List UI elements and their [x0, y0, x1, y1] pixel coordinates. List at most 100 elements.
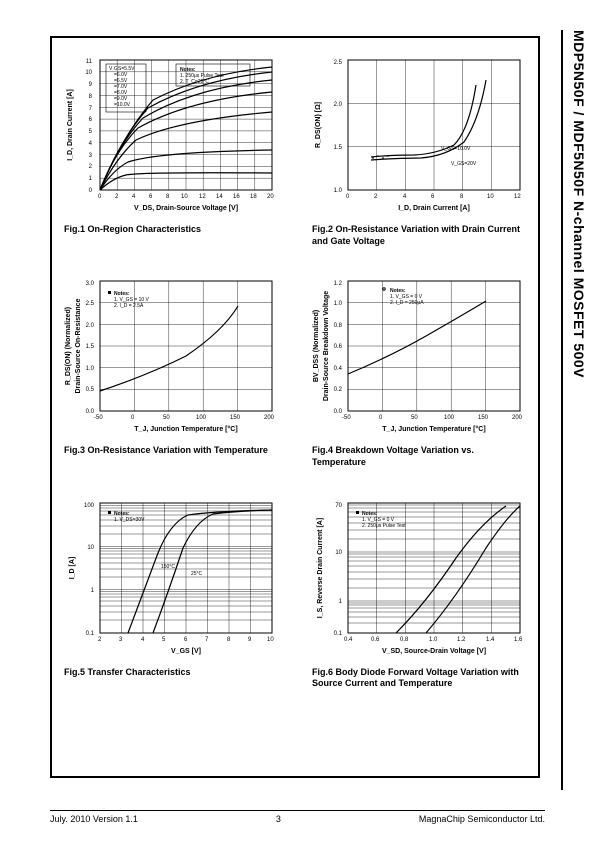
fig2-svg: V_GS=10.0V V_GS=20V 024681012 1.01.52.02… — [306, 50, 532, 220]
fig5-caption: Fig.5 Transfer Characteristics — [58, 667, 284, 679]
svg-text:5: 5 — [89, 129, 93, 135]
svg-text:12: 12 — [199, 194, 206, 200]
fig4-chart: Notes: 1. V_GS = 0 V 2. I_D = 250μA -500… — [306, 271, 532, 441]
svg-text:0.6: 0.6 — [371, 637, 380, 643]
svg-text:4: 4 — [141, 637, 145, 643]
svg-text:0.0: 0.0 — [334, 409, 343, 415]
svg-text:BV_DSS (Normalized): BV_DSS (Normalized) — [313, 310, 320, 382]
svg-text:V_GS=20V: V_GS=20V — [451, 161, 477, 167]
fig3-caption: Fig.3 On-Resistance Variation with Tempe… — [58, 445, 284, 457]
svg-text:0.5: 0.5 — [86, 387, 95, 393]
fig2-wrap: V_GS=10.0V V_GS=20V 024681012 1.01.52.02… — [306, 50, 532, 247]
svg-text:V_SD, Source-Drain Voltage [V]: V_SD, Source-Drain Voltage [V] — [382, 648, 486, 655]
svg-text:R_DS(ON) [Ω]: R_DS(ON) [Ω] — [315, 102, 322, 148]
fig1-svg: VGS=5.5V =6.0V =6.5V =7.0V =8.0V =9.0V =… — [58, 50, 284, 220]
fig1-wrap: VGS=5.5V =6.0V =6.5V =7.0V =8.0V =9.0V =… — [58, 50, 284, 247]
svg-text:8: 8 — [166, 194, 170, 200]
svg-text:150: 150 — [478, 415, 489, 421]
svg-text:1.2: 1.2 — [457, 637, 466, 643]
svg-text:3: 3 — [89, 153, 93, 159]
svg-text:2: 2 — [374, 194, 378, 200]
svg-text:2. I_D = 2.5A: 2. I_D = 2.5A — [114, 303, 144, 309]
svg-text:25°C: 25°C — [191, 571, 203, 577]
svg-text:4: 4 — [132, 194, 136, 200]
fig3-svg: Notes: 1. V_GS = 10 V 2. I_D = 2.5A -500… — [58, 271, 284, 441]
fig2-caption: Fig.2 On-Resistance Variation with Drain… — [306, 224, 532, 247]
svg-text:V_DS, Drain-Source Voltage [V]: V_DS, Drain-Source Voltage [V] — [134, 205, 238, 212]
fig4-caption: Fig.4 Breakdown Voltage Variation vs. Te… — [306, 445, 532, 468]
fig3-chart: Notes: 1. V_GS = 10 V 2. I_D = 2.5A -500… — [58, 271, 284, 441]
fig6-svg: Notes: 1. V_GS = 0 V 2. 250μs Pulse Test… — [306, 493, 532, 663]
svg-text:6: 6 — [431, 194, 435, 200]
fig5-svg: 150°C 25°C Notes: 1. V_DS=30V 2345678910… — [58, 493, 284, 663]
svg-text:R_DS(ON) (Normalized): R_DS(ON) (Normalized) — [65, 307, 72, 385]
fig6-caption: Fig.6 Body Diode Forward Voltage Variati… — [306, 667, 532, 690]
svg-text:0.8: 0.8 — [400, 637, 409, 643]
svg-text:I_D [A]: I_D [A] — [69, 556, 76, 579]
svg-text:9: 9 — [248, 637, 252, 643]
svg-text:1: 1 — [91, 588, 95, 594]
svg-text:10: 10 — [487, 194, 494, 200]
svg-text:100: 100 — [196, 415, 207, 421]
footer-rule — [50, 810, 545, 811]
svg-text:18: 18 — [250, 194, 257, 200]
svg-text:1.5: 1.5 — [86, 344, 95, 350]
svg-text:0.1: 0.1 — [334, 631, 343, 637]
svg-text:12: 12 — [514, 194, 521, 200]
svg-text:T_J, Junction Temperature [°C]: T_J, Junction Temperature [°C] — [134, 425, 237, 433]
fig2-chart: V_GS=10.0V V_GS=20V 024681012 1.01.52.02… — [306, 50, 532, 220]
svg-text:16: 16 — [233, 194, 240, 200]
svg-text:8: 8 — [227, 637, 231, 643]
svg-text:100: 100 — [444, 415, 455, 421]
svg-text:0: 0 — [98, 194, 102, 200]
svg-text:-50: -50 — [342, 415, 351, 421]
svg-text:V_GS=10.0V: V_GS=10.0V — [441, 146, 471, 152]
svg-text:20: 20 — [267, 194, 274, 200]
svg-text:100: 100 — [84, 503, 95, 509]
svg-text:8: 8 — [460, 194, 464, 200]
svg-text:10: 10 — [85, 70, 92, 76]
svg-text:4: 4 — [89, 141, 93, 147]
svg-text:50: 50 — [411, 415, 418, 421]
svg-text:1.4: 1.4 — [486, 637, 495, 643]
svg-text:-50: -50 — [94, 415, 103, 421]
svg-text:0: 0 — [346, 194, 350, 200]
svg-text:I_D, Drain Current [A]: I_D, Drain Current [A] — [398, 205, 470, 212]
figure-grid: VGS=5.5V =6.0V =6.5V =7.0V =8.0V =9.0V =… — [58, 50, 532, 690]
svg-text:2.5: 2.5 — [334, 60, 343, 66]
svg-text:I_S, Reverse Drain Current [A]: I_S, Reverse Drain Current [A] — [317, 518, 324, 618]
svg-text:2. T_C=25°C: 2. T_C=25°C — [180, 79, 209, 85]
svg-text:1: 1 — [339, 599, 343, 605]
svg-text:=10.0V: =10.0V — [114, 102, 131, 108]
svg-text:200: 200 — [264, 415, 275, 421]
footer-right: MagnaChip Semiconductor Ltd. — [419, 814, 545, 824]
svg-text:0.4: 0.4 — [344, 637, 353, 643]
svg-text:2: 2 — [89, 164, 93, 170]
fig1-chart: VGS=5.5V =6.0V =6.5V =7.0V =8.0V =9.0V =… — [58, 50, 284, 220]
svg-text:2. I_D = 250μA: 2. I_D = 250μA — [390, 300, 424, 306]
svg-text:0: 0 — [379, 415, 383, 421]
svg-text:150°C: 150°C — [161, 564, 175, 570]
side-title: MDP5N50F / MDF5N50F N-channel MOSFET 500… — [571, 30, 587, 378]
svg-text:10: 10 — [181, 194, 188, 200]
svg-text:10: 10 — [335, 550, 342, 556]
svg-text:10: 10 — [87, 545, 94, 551]
svg-text:70: 70 — [335, 503, 342, 509]
svg-text:8: 8 — [89, 94, 93, 100]
svg-text:1.0: 1.0 — [334, 188, 343, 194]
svg-text:9: 9 — [89, 82, 93, 88]
fig5-chart: 150°C 25°C Notes: 1. V_DS=30V 2345678910… — [58, 493, 284, 663]
svg-text:2: 2 — [98, 637, 102, 643]
svg-text:2.0: 2.0 — [86, 323, 95, 329]
fig6-chart: Notes: 1. V_GS = 0 V 2. 250μs Pulse Test… — [306, 493, 532, 663]
fig5-wrap: 150°C 25°C Notes: 1. V_DS=30V 2345678910… — [58, 493, 284, 690]
svg-text:0.4: 0.4 — [334, 366, 343, 372]
fig1-caption: Fig.1 On-Region Characteristics — [58, 224, 284, 236]
fig6-wrap: Notes: 1. V_GS = 0 V 2. 250μs Pulse Test… — [306, 493, 532, 690]
svg-text:0: 0 — [131, 415, 135, 421]
svg-text:7: 7 — [89, 106, 93, 112]
footer-left: July. 2010 Version 1.1 — [50, 814, 138, 824]
svg-text:1.6: 1.6 — [514, 637, 523, 643]
svg-text:2.5: 2.5 — [86, 301, 95, 307]
svg-text:I_D, Drain Current [A]: I_D, Drain Current [A] — [67, 89, 74, 161]
